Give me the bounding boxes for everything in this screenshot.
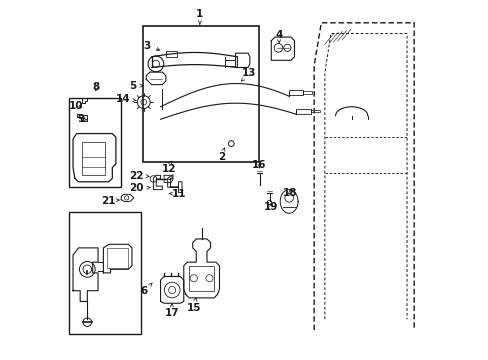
Text: 17: 17	[164, 304, 179, 318]
Text: 21: 21	[101, 196, 119, 206]
Text: 15: 15	[186, 297, 201, 313]
Bar	[165, 51, 176, 57]
Text: 12: 12	[161, 161, 176, 174]
Bar	[69, 98, 121, 187]
Text: 16: 16	[252, 160, 266, 170]
Bar	[107, 248, 128, 267]
Text: 1: 1	[196, 9, 203, 24]
Text: 18: 18	[283, 188, 297, 198]
Text: 4: 4	[275, 30, 282, 43]
Text: 8: 8	[92, 82, 100, 92]
Bar	[288, 90, 303, 95]
Text: 3: 3	[143, 41, 159, 51]
Bar	[310, 110, 319, 112]
Text: 10: 10	[68, 102, 83, 111]
Bar	[296, 109, 310, 113]
Text: 9: 9	[77, 113, 87, 123]
Text: 22: 22	[129, 171, 149, 181]
Text: 14: 14	[116, 94, 136, 104]
Bar	[189, 266, 214, 291]
Text: 5: 5	[129, 81, 142, 91]
Bar	[303, 91, 312, 94]
Text: 19: 19	[264, 202, 278, 212]
Bar	[69, 212, 141, 334]
Text: 13: 13	[241, 68, 256, 81]
Text: 11: 11	[169, 189, 186, 199]
Bar	[82, 143, 105, 175]
Text: 20: 20	[129, 183, 150, 193]
Bar	[142, 26, 258, 162]
Text: 2: 2	[217, 148, 224, 162]
Text: 6: 6	[140, 283, 152, 296]
